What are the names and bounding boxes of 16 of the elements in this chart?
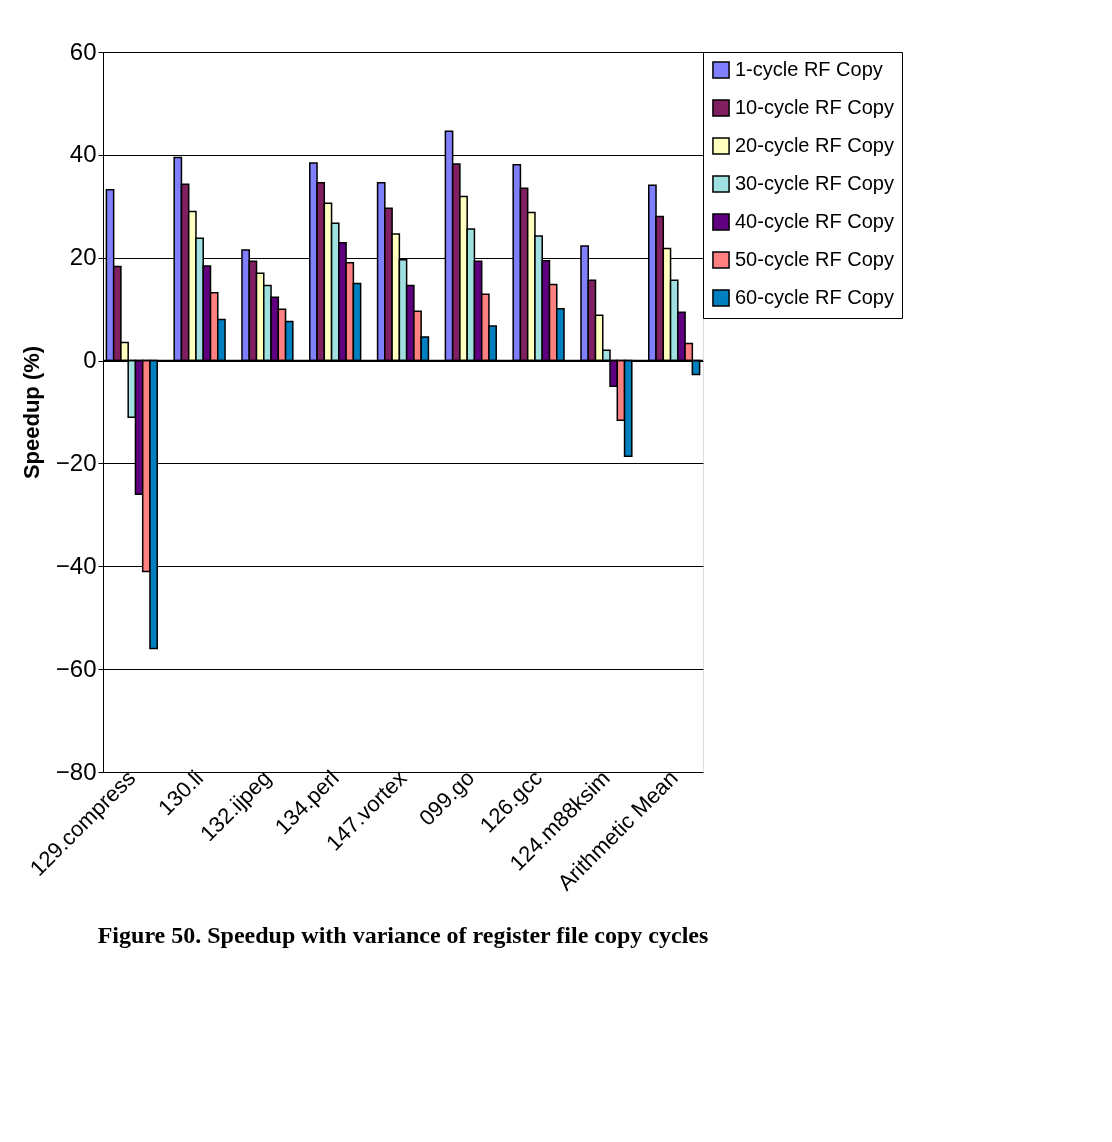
y-tick-label: −60 <box>55 654 97 682</box>
y-tick-label: −20 <box>55 448 97 476</box>
y-tick-label: 0 <box>83 346 97 374</box>
legend-label: 60-cycle RF Copy <box>735 286 894 308</box>
legend-label: 1-cycle RF Copy <box>735 58 883 80</box>
legend-label: 40-cycle RF Copy <box>735 210 894 232</box>
y-tick-label: 40 <box>69 140 97 168</box>
y-tick-label: 20 <box>69 243 97 271</box>
legend-label: 50-cycle RF Copy <box>735 248 894 270</box>
y-tick-label: −40 <box>55 551 97 579</box>
legend-label: 20-cycle RF Copy <box>735 134 894 156</box>
legend-label: 10-cycle RF Copy <box>735 96 894 118</box>
legend-label: 30-cycle RF Copy <box>735 172 894 194</box>
y-axis-title: Speedup (%) <box>18 345 44 480</box>
y-tick-label: 60 <box>69 37 97 65</box>
text: Figure 50. Speedup with variance of register file copy cycles <box>97 922 709 949</box>
